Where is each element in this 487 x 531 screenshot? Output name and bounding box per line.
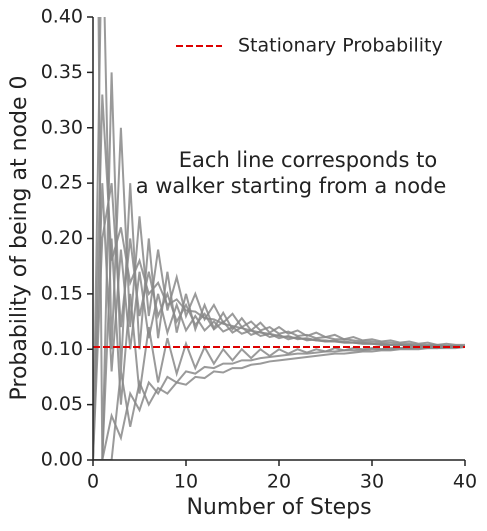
y-tick-label: 0.00: [41, 449, 83, 471]
walker-line: [97, 17, 465, 460]
walker-line: [93, 238, 465, 460]
y-tick-label: 0.20: [41, 227, 83, 249]
y-tick-label: 0.15: [41, 282, 83, 304]
y-tick-label: 0.40: [41, 6, 83, 28]
annotation: a walker starting from a node: [136, 174, 447, 198]
y-axis-label: Probability of being at node 0: [7, 76, 32, 401]
walker-line: [93, 183, 465, 460]
walker-line: [93, 17, 465, 460]
x-tick-label: 30: [360, 471, 384, 493]
x-tick-label: 20: [267, 471, 291, 493]
plot-area: [93, 17, 465, 460]
y-tick-label: 0.25: [41, 172, 83, 194]
walker-line: [93, 182, 465, 460]
x-tick-label: 40: [453, 471, 477, 493]
walker-line: [93, 346, 465, 460]
y-tick-label: 0.30: [41, 116, 83, 138]
x-axis-label: Number of Steps: [186, 495, 371, 520]
y-tick-label: 0.10: [41, 338, 83, 360]
x-tick-label: 10: [174, 471, 198, 493]
annotation: Each line corresponds to: [179, 148, 437, 172]
y-tick-label: 0.35: [41, 61, 83, 83]
y-tick-label: 0.05: [41, 393, 83, 415]
legend-label: Stationary Probability: [238, 35, 443, 57]
x-tick-label: 0: [87, 471, 99, 493]
